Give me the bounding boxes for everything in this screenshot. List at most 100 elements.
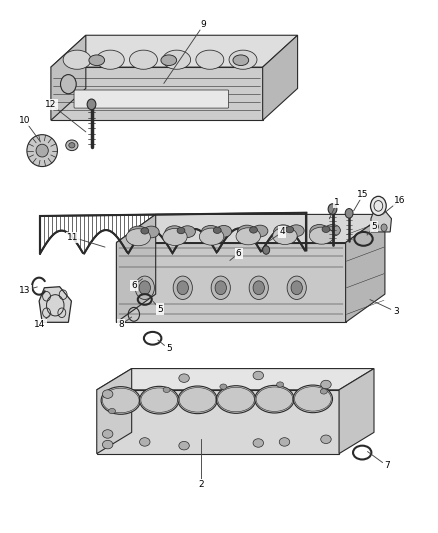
Ellipse shape <box>310 224 329 238</box>
Ellipse shape <box>211 276 230 300</box>
Text: 10: 10 <box>19 116 31 125</box>
Ellipse shape <box>162 229 187 246</box>
Polygon shape <box>97 368 132 454</box>
Ellipse shape <box>325 224 340 236</box>
Text: 15: 15 <box>357 190 369 199</box>
FancyBboxPatch shape <box>74 90 229 108</box>
Ellipse shape <box>161 55 177 66</box>
Ellipse shape <box>87 99 96 110</box>
Text: 1: 1 <box>334 198 340 207</box>
Polygon shape <box>117 243 346 322</box>
Ellipse shape <box>322 226 330 232</box>
Ellipse shape <box>237 225 257 239</box>
Text: 13: 13 <box>19 286 31 295</box>
Text: 3: 3 <box>393 307 399 316</box>
Ellipse shape <box>63 50 91 69</box>
Ellipse shape <box>130 50 157 69</box>
Ellipse shape <box>253 439 264 447</box>
Ellipse shape <box>279 438 290 446</box>
Polygon shape <box>346 214 385 322</box>
Polygon shape <box>51 35 297 67</box>
Ellipse shape <box>140 438 150 446</box>
Text: 7: 7 <box>384 462 390 470</box>
Polygon shape <box>97 368 374 390</box>
Ellipse shape <box>129 226 148 240</box>
Text: 9: 9 <box>201 20 207 29</box>
Ellipse shape <box>135 276 154 300</box>
Ellipse shape <box>199 228 224 245</box>
Text: 12: 12 <box>45 100 57 109</box>
Ellipse shape <box>179 374 189 382</box>
Ellipse shape <box>249 276 268 300</box>
Ellipse shape <box>201 225 220 239</box>
Polygon shape <box>263 35 297 120</box>
Ellipse shape <box>286 227 293 233</box>
Text: 16: 16 <box>395 196 406 205</box>
Polygon shape <box>117 214 385 243</box>
Ellipse shape <box>252 225 268 237</box>
Ellipse shape <box>320 389 327 394</box>
Ellipse shape <box>196 50 224 69</box>
Polygon shape <box>117 214 155 322</box>
Ellipse shape <box>60 75 76 94</box>
Polygon shape <box>339 368 374 454</box>
Ellipse shape <box>233 55 249 66</box>
Ellipse shape <box>345 208 353 218</box>
Text: 5: 5 <box>166 344 172 353</box>
Ellipse shape <box>179 441 189 450</box>
Ellipse shape <box>96 50 124 69</box>
Ellipse shape <box>277 382 284 387</box>
Ellipse shape <box>213 227 221 233</box>
Ellipse shape <box>126 229 150 246</box>
Ellipse shape <box>274 225 293 239</box>
Ellipse shape <box>293 385 332 413</box>
Ellipse shape <box>141 228 149 234</box>
Ellipse shape <box>229 50 257 69</box>
Ellipse shape <box>173 276 192 300</box>
Ellipse shape <box>255 385 294 413</box>
Ellipse shape <box>253 371 264 379</box>
Text: 4: 4 <box>279 228 285 237</box>
Ellipse shape <box>66 140 78 151</box>
Ellipse shape <box>140 386 179 414</box>
Ellipse shape <box>89 55 105 66</box>
Text: 2: 2 <box>199 480 205 489</box>
Ellipse shape <box>162 50 191 69</box>
Ellipse shape <box>177 281 188 295</box>
Ellipse shape <box>309 227 334 244</box>
Ellipse shape <box>253 281 265 295</box>
Ellipse shape <box>215 281 226 295</box>
Ellipse shape <box>216 386 256 413</box>
Ellipse shape <box>328 204 337 214</box>
Ellipse shape <box>165 226 184 240</box>
Ellipse shape <box>381 224 387 231</box>
Text: 14: 14 <box>34 320 46 329</box>
Text: 5: 5 <box>157 304 163 313</box>
Text: 6: 6 <box>236 249 241 258</box>
Ellipse shape <box>236 228 261 245</box>
Ellipse shape <box>291 281 302 295</box>
Ellipse shape <box>144 226 159 238</box>
Ellipse shape <box>287 276 306 300</box>
Text: 11: 11 <box>67 233 78 242</box>
Ellipse shape <box>216 225 232 237</box>
Polygon shape <box>371 209 392 232</box>
Ellipse shape <box>321 380 331 389</box>
Polygon shape <box>97 390 339 454</box>
Ellipse shape <box>102 440 113 449</box>
Polygon shape <box>51 35 86 120</box>
Ellipse shape <box>163 387 170 392</box>
Polygon shape <box>39 287 71 322</box>
Ellipse shape <box>220 384 227 389</box>
Ellipse shape <box>27 135 57 166</box>
Ellipse shape <box>321 435 331 443</box>
Ellipse shape <box>288 225 304 237</box>
Ellipse shape <box>177 228 185 234</box>
Ellipse shape <box>101 386 141 414</box>
Ellipse shape <box>263 246 270 254</box>
Ellipse shape <box>180 226 195 238</box>
Ellipse shape <box>371 196 386 215</box>
Text: 5: 5 <box>371 222 377 231</box>
Text: 6: 6 <box>131 280 137 289</box>
Ellipse shape <box>69 143 75 148</box>
